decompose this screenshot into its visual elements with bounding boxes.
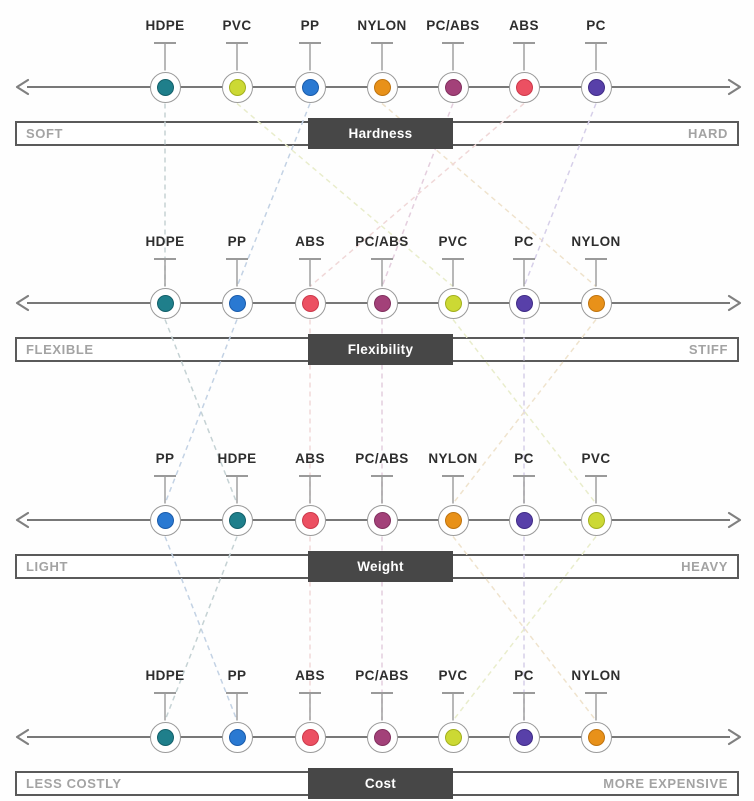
material-dot-pc <box>515 728 533 746</box>
material-marker-hdpe <box>149 287 181 319</box>
material-label-nylon: NYLON <box>357 18 407 33</box>
axis-arrow-right-icon <box>727 728 742 746</box>
scale-left-label-hardness: SOFT <box>26 126 64 141</box>
material-label-nylon: NYLON <box>571 234 621 249</box>
scale-left-label-flexibility: FLEXIBLE <box>26 342 94 357</box>
material-dot-pc-abs <box>373 294 391 312</box>
axis-arrow-right-icon <box>727 511 742 529</box>
material-label-nylon: NYLON <box>571 668 621 683</box>
material-marker-pc <box>508 721 540 753</box>
material-marker-pp <box>294 71 326 103</box>
scale-left-label-cost: LESS COSTLY <box>26 776 122 791</box>
material-dot-abs <box>301 728 319 746</box>
material-dot-nylon <box>587 294 605 312</box>
scale-title-flexibility: Flexibility <box>308 334 453 365</box>
material-marker-pc <box>508 504 540 536</box>
material-dot-hdpe <box>228 511 246 529</box>
material-label-abs: ABS <box>509 18 539 33</box>
material-dot-hdpe <box>156 728 174 746</box>
material-dot-pvc <box>587 511 605 529</box>
axis-arrow-left-icon <box>15 294 30 312</box>
material-dot-nylon <box>444 511 462 529</box>
axis-arrow-left-icon <box>15 78 30 96</box>
material-dot-pc-abs <box>373 728 391 746</box>
material-marker-pc <box>580 71 612 103</box>
material-marker-pc-abs <box>366 504 398 536</box>
material-dot-pc-abs <box>373 511 391 529</box>
material-marker-nylon <box>366 71 398 103</box>
material-marker-pvc <box>437 287 469 319</box>
material-marker-hdpe <box>221 504 253 536</box>
axis-arrow-right-icon <box>727 294 742 312</box>
material-dot-abs <box>515 78 533 96</box>
material-marker-pc <box>508 287 540 319</box>
material-marker-abs <box>294 287 326 319</box>
material-marker-pc-abs <box>366 721 398 753</box>
scale-right-label-weight: HEAVY <box>681 559 728 574</box>
material-label-hdpe: HDPE <box>145 18 185 33</box>
material-dot-hdpe <box>156 294 174 312</box>
material-dot-pc <box>515 511 533 529</box>
material-dot-hdpe <box>156 78 174 96</box>
material-label-pc: PC <box>586 18 606 33</box>
material-marker-hdpe <box>149 721 181 753</box>
material-marker-pp <box>221 721 253 753</box>
material-dot-pc <box>587 78 605 96</box>
material-dot-pp <box>228 728 246 746</box>
material-dot-nylon <box>587 728 605 746</box>
material-dot-abs <box>301 294 319 312</box>
material-dot-pvc <box>444 294 462 312</box>
material-dot-nylon <box>373 78 391 96</box>
material-marker-nylon <box>580 287 612 319</box>
material-dot-pc-abs <box>444 78 462 96</box>
material-label-pp: PP <box>300 18 320 33</box>
material-marker-hdpe <box>149 71 181 103</box>
scale-title-hardness: Hardness <box>308 118 453 149</box>
material-marker-pvc <box>221 71 253 103</box>
material-marker-pvc <box>580 504 612 536</box>
material-label-pc-abs: PC/ABS <box>426 18 480 33</box>
scale-left-label-weight: LIGHT <box>26 559 68 574</box>
material-marker-abs <box>508 71 540 103</box>
scale-right-label-cost: MORE EXPENSIVE <box>603 776 728 791</box>
material-marker-pc-abs <box>366 287 398 319</box>
material-marker-pp <box>221 287 253 319</box>
material-marker-nylon <box>580 721 612 753</box>
material-marker-abs <box>294 721 326 753</box>
material-marker-pc-abs <box>437 71 469 103</box>
material-label-pvc: PVC <box>222 18 252 33</box>
axis-arrow-right-icon <box>727 78 742 96</box>
material-dot-pp <box>156 511 174 529</box>
material-dot-pvc <box>444 728 462 746</box>
scale-right-label-flexibility: STIFF <box>688 342 728 357</box>
material-marker-nylon <box>437 504 469 536</box>
material-marker-abs <box>294 504 326 536</box>
material-dot-pp <box>301 78 319 96</box>
scale-title-weight: Weight <box>308 551 453 582</box>
scale-title-cost: Cost <box>308 768 453 799</box>
material-dot-pc <box>515 294 533 312</box>
axis-arrow-left-icon <box>15 511 30 529</box>
scale-right-label-hardness: HARD <box>688 126 728 141</box>
material-marker-pvc <box>437 721 469 753</box>
material-dot-pp <box>228 294 246 312</box>
material-marker-pp <box>149 504 181 536</box>
material-dot-abs <box>301 511 319 529</box>
material-label-pvc: PVC <box>581 451 611 466</box>
material-dot-pvc <box>228 78 246 96</box>
axis-arrow-left-icon <box>15 728 30 746</box>
